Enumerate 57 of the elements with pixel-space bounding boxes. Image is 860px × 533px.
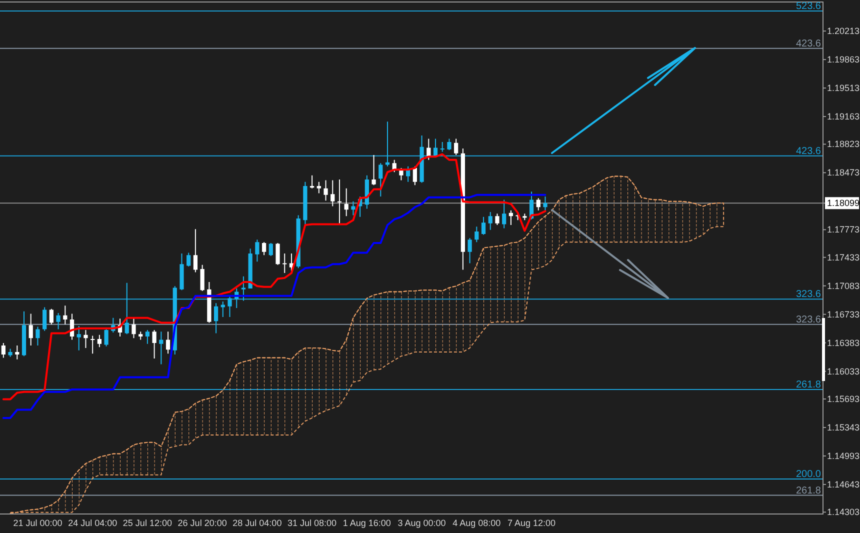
candlestick bbox=[36, 326, 40, 346]
y-tick-label: 1.19863 bbox=[827, 54, 860, 65]
x-tick-label: 1 Aug 16:00 bbox=[342, 518, 391, 528]
annotation: 423.6 bbox=[796, 38, 822, 50]
y-tick-label: 1.17433 bbox=[827, 252, 860, 262]
y-tick-label: 1.14643 bbox=[827, 479, 860, 490]
candlestick bbox=[372, 155, 376, 186]
y-tick-label: 1.19513 bbox=[827, 83, 860, 94]
x-tick-label: 26 Jul 20:00 bbox=[178, 518, 227, 528]
y-tick-label: 1.14303 bbox=[827, 507, 860, 518]
candlestick bbox=[282, 254, 287, 274]
candlestick bbox=[447, 138, 452, 150]
annotation: 423.6 bbox=[796, 146, 822, 157]
candlestick bbox=[495, 214, 500, 226]
x-tick-label: 24 Jul 04:00 bbox=[68, 518, 118, 528]
candlestick bbox=[324, 180, 328, 201]
candlestick bbox=[159, 332, 164, 364]
candlestick bbox=[15, 346, 20, 360]
candlestick bbox=[543, 196, 548, 210]
y-tick-label: 1.16733 bbox=[827, 309, 860, 320]
x-tick-label: 25 Jul 12:00 bbox=[122, 518, 172, 528]
candlestick bbox=[84, 330, 88, 348]
annotation: 523.6 bbox=[796, 0, 822, 12]
y-tick-label: 1.16383 bbox=[827, 338, 860, 348]
x-tick-label: 28 Jul 04:00 bbox=[232, 518, 282, 528]
y-tick-label: 1.15693 bbox=[827, 394, 860, 404]
annotation: 261.8 bbox=[796, 379, 822, 390]
y-tick-label: 1.18823 bbox=[827, 139, 860, 150]
candlestick bbox=[468, 238, 472, 264]
annotation: 323.6 bbox=[796, 289, 822, 300]
y-tick-label: 1.20213 bbox=[827, 26, 860, 36]
candlestick bbox=[56, 312, 60, 330]
candlestick bbox=[180, 254, 184, 290]
y-tick-label: 1.17083 bbox=[827, 280, 860, 291]
y-tick-label: 1.16033 bbox=[827, 366, 860, 376]
y-tick-label: 1.19163 bbox=[827, 112, 860, 122]
annotation: 200.0 bbox=[796, 469, 822, 480]
x-tick-label: 4 Aug 08:00 bbox=[452, 518, 501, 528]
candlestick bbox=[351, 201, 356, 216]
x-tick-label: 7 Aug 12:00 bbox=[507, 518, 556, 528]
x-tick-label: 31 Jul 08:00 bbox=[288, 518, 337, 528]
y-tick-label: 1.18473 bbox=[827, 168, 860, 178]
y-tick-label: 1.17773 bbox=[827, 224, 860, 235]
x-tick-label: 21 Jul 00:00 bbox=[13, 518, 62, 528]
line-series bbox=[2, 153, 546, 400]
y-tick-label: 1.14993 bbox=[827, 450, 860, 461]
annotation: 323.6 bbox=[796, 314, 822, 326]
line-series bbox=[2, 194, 546, 419]
candlestick bbox=[385, 122, 390, 166]
candlestick bbox=[440, 142, 444, 152]
y-tick-label: 1.18099 bbox=[827, 198, 860, 208]
candlestick bbox=[8, 348, 12, 357]
annotation: 261.8 bbox=[796, 485, 822, 496]
candlestick bbox=[337, 179, 342, 224]
candlestick bbox=[90, 336, 95, 354]
x-tick-label: 3 Aug 00:00 bbox=[398, 518, 446, 528]
y-tick-label: 1.15343 bbox=[827, 422, 860, 432]
